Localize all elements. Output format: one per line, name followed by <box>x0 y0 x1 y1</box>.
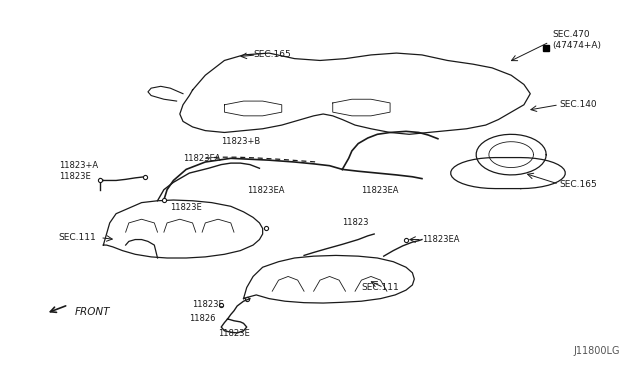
Text: 11826: 11826 <box>189 314 216 323</box>
Text: SEC.165: SEC.165 <box>559 180 596 189</box>
Text: SEC.470
(47474+A): SEC.470 (47474+A) <box>552 31 602 50</box>
Text: 11823EA: 11823EA <box>246 186 284 195</box>
Text: SEC.111: SEC.111 <box>59 233 97 242</box>
Text: 11823E: 11823E <box>193 300 224 310</box>
Text: 11823+B: 11823+B <box>221 137 260 146</box>
Text: 11823+A: 11823+A <box>59 161 98 170</box>
Text: 11823EA: 11823EA <box>422 235 460 244</box>
Text: 11823E: 11823E <box>218 329 250 338</box>
Text: 11823: 11823 <box>342 218 369 227</box>
Text: 11823EA: 11823EA <box>362 186 399 195</box>
Text: SEC.140: SEC.140 <box>559 100 596 109</box>
Text: SEC.165: SEC.165 <box>253 51 291 60</box>
Text: 11823E: 11823E <box>170 203 202 212</box>
Text: FRONT: FRONT <box>75 307 110 317</box>
Text: 11823EA: 11823EA <box>183 154 221 163</box>
Text: 11823E: 11823E <box>59 172 90 181</box>
Text: SEC.111: SEC.111 <box>362 283 399 292</box>
Text: J11800LG: J11800LG <box>573 346 620 356</box>
